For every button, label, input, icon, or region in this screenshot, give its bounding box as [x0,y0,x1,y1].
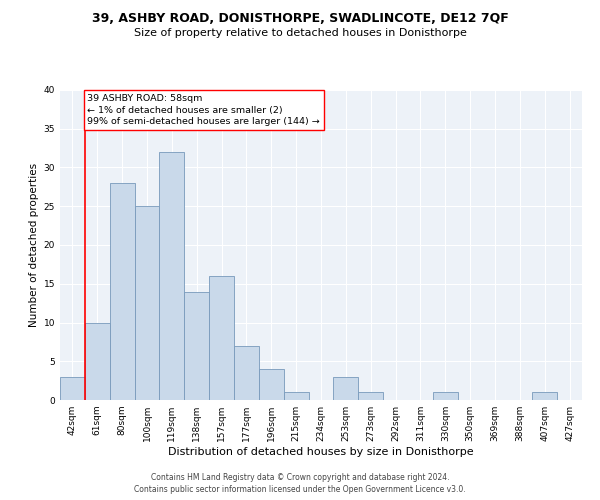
Bar [532,392,557,400]
Bar [358,392,383,400]
Bar [209,276,234,400]
Text: Contains public sector information licensed under the Open Government Licence v3: Contains public sector information licen… [134,485,466,494]
Bar [85,322,110,400]
Bar [60,377,85,400]
Text: 39 ASHBY ROAD: 58sqm
← 1% of detached houses are smaller (2)
99% of semi-detache: 39 ASHBY ROAD: 58sqm ← 1% of detached ho… [88,94,320,126]
Bar [259,369,284,400]
Bar [160,152,184,400]
Text: Size of property relative to detached houses in Donisthorpe: Size of property relative to detached ho… [134,28,466,38]
Bar [433,392,458,400]
Bar [234,346,259,400]
Text: Contains HM Land Registry data © Crown copyright and database right 2024.: Contains HM Land Registry data © Crown c… [151,472,449,482]
Bar [334,377,358,400]
Bar [134,206,160,400]
Bar [110,183,134,400]
Bar [184,292,209,400]
Text: 39, ASHBY ROAD, DONISTHORPE, SWADLINCOTE, DE12 7QF: 39, ASHBY ROAD, DONISTHORPE, SWADLINCOTE… [92,12,508,26]
Y-axis label: Number of detached properties: Number of detached properties [29,163,40,327]
X-axis label: Distribution of detached houses by size in Donisthorpe: Distribution of detached houses by size … [168,447,474,457]
Bar [284,392,308,400]
